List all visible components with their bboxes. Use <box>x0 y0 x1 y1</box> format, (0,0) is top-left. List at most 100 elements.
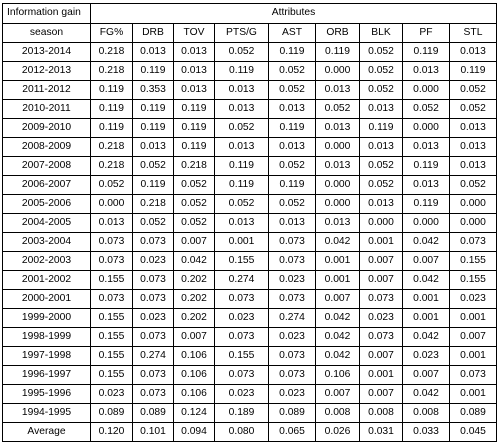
value-cell: 0.007 <box>402 251 450 271</box>
season-cell: 2011-2012 <box>2 80 91 100</box>
value-cell: 0.052 <box>359 42 403 62</box>
value-cell: 0.001 <box>402 308 450 328</box>
value-cell: 0.023 <box>132 251 174 271</box>
value-cell: 0.007 <box>449 327 497 347</box>
season-cell: Average <box>2 422 91 442</box>
value-cell: 0.008 <box>359 403 403 423</box>
column-header: PTS/G <box>214 23 269 43</box>
value-cell: 0.001 <box>359 232 403 252</box>
value-cell: 0.073 <box>268 232 316 252</box>
value-cell: 0.023 <box>214 384 269 404</box>
value-cell: 0.000 <box>315 194 360 214</box>
value-cell: 0.073 <box>90 289 133 309</box>
value-cell: 0.052 <box>132 156 174 176</box>
value-cell: 0.001 <box>449 346 497 366</box>
value-cell: 0.000 <box>315 137 360 157</box>
value-cell: 0.001 <box>315 251 360 271</box>
value-cell: 0.023 <box>214 308 269 328</box>
value-cell: 0.073 <box>449 232 497 252</box>
value-cell: 0.106 <box>173 346 215 366</box>
value-cell: 0.052 <box>214 42 269 62</box>
value-cell: 0.073 <box>268 251 316 271</box>
table-row: 2013-2014 0.218 0.013 0.013 0.052 0.119 0.119 0… <box>2 42 497 62</box>
value-cell: 0.155 <box>214 251 269 271</box>
value-cell: 0.119 <box>268 42 316 62</box>
table-row: 2006-2007 0.052 0.119 0.052 0.119 0.119 0.000 0… <box>2 175 497 195</box>
value-cell: 0.013 <box>214 80 269 100</box>
value-cell: 0.106 <box>173 365 215 385</box>
value-cell: 0.013 <box>90 213 133 233</box>
table-row: 2010-2011 0.119 0.119 0.119 0.013 0.013 0.052 0… <box>2 99 497 119</box>
season-cell: 1998-1999 <box>2 327 91 347</box>
table-row: 1995-1996 0.023 0.073 0.106 0.023 0.023 0.007 0… <box>2 384 497 404</box>
value-cell: 0.000 <box>359 213 403 233</box>
value-cell: 0.023 <box>132 308 174 328</box>
column-header: STL <box>449 23 497 43</box>
value-cell: 0.001 <box>449 384 497 404</box>
value-cell: 0.073 <box>132 289 174 309</box>
table-row: 1994-1995 0.089 0.089 0.124 0.189 0.089 0.008 0… <box>2 403 497 423</box>
table-body: 2013-2014 0.218 0.013 0.013 0.052 0.119 0.119 0… <box>2 42 497 442</box>
table-row: 1997-1998 0.155 0.274 0.106 0.155 0.073 0.042 0… <box>2 346 497 366</box>
value-cell: 0.001 <box>402 289 450 309</box>
value-cell: 0.119 <box>132 175 174 195</box>
value-cell: 0.013 <box>402 61 450 81</box>
value-cell: 0.001 <box>359 365 403 385</box>
value-cell: 0.155 <box>449 270 497 290</box>
value-cell: 0.218 <box>132 194 174 214</box>
value-cell: 0.119 <box>268 175 316 195</box>
column-header: AST <box>268 23 316 43</box>
table-row: 2008-2009 0.218 0.013 0.119 0.013 0.013 0.000 0… <box>2 137 497 157</box>
value-cell: 0.013 <box>359 99 403 119</box>
table-row: 1998-1999 0.155 0.073 0.007 0.073 0.023 0.042 0… <box>2 327 497 347</box>
value-cell: 0.218 <box>90 137 133 157</box>
season-cell: 2009-2010 <box>2 118 91 138</box>
season-cell: 1995-1996 <box>2 384 91 404</box>
value-cell: 0.119 <box>173 99 215 119</box>
table-column-header-row: season FG% DRB TOV PTS/G AST ORB BLK PF STL <box>2 23 497 43</box>
value-cell: 0.013 <box>315 156 360 176</box>
value-cell: 0.000 <box>90 194 133 214</box>
value-cell: 0.031 <box>359 422 403 442</box>
season-cell: 2000-2001 <box>2 289 91 309</box>
season-cell: 1997-1998 <box>2 346 91 366</box>
value-cell: 0.007 <box>359 384 403 404</box>
value-cell: 0.119 <box>90 99 133 119</box>
value-cell: 0.023 <box>268 327 316 347</box>
value-cell: 0.042 <box>315 346 360 366</box>
value-cell: 0.007 <box>173 232 215 252</box>
value-cell: 0.013 <box>402 137 450 157</box>
information-gain-table: Information gain Attributes season FG% DR… <box>2 3 497 442</box>
value-cell: 0.106 <box>173 384 215 404</box>
value-cell: 0.052 <box>315 99 360 119</box>
value-cell: 0.073 <box>449 365 497 385</box>
value-cell: 0.155 <box>90 365 133 385</box>
value-cell: 0.000 <box>315 175 360 195</box>
value-cell: 0.023 <box>449 289 497 309</box>
value-cell: 0.119 <box>132 61 174 81</box>
value-cell: 0.073 <box>214 327 269 347</box>
value-cell: 0.120 <box>90 422 133 442</box>
value-cell: 0.119 <box>402 194 450 214</box>
table-row: 2003-2004 0.073 0.073 0.007 0.001 0.073 0.042 0… <box>2 232 497 252</box>
table-row: 2004-2005 0.013 0.052 0.052 0.013 0.013 0.013 0… <box>2 213 497 233</box>
value-cell: 0.202 <box>173 270 215 290</box>
value-cell: 0.119 <box>449 61 497 81</box>
value-cell: 0.013 <box>402 175 450 195</box>
value-cell: 0.000 <box>449 213 497 233</box>
column-header: TOV <box>173 23 215 43</box>
season-cell: 2004-2005 <box>2 213 91 233</box>
value-cell: 0.119 <box>173 137 215 157</box>
value-cell: 0.119 <box>214 156 269 176</box>
value-cell: 0.042 <box>315 232 360 252</box>
value-cell: 0.013 <box>449 42 497 62</box>
value-cell: 0.119 <box>315 42 360 62</box>
value-cell: 0.013 <box>315 80 360 100</box>
value-cell: 0.073 <box>132 365 174 385</box>
value-cell: 0.202 <box>173 289 215 309</box>
value-cell: 0.073 <box>90 232 133 252</box>
value-cell: 0.274 <box>132 346 174 366</box>
information-gain-table-container: Information gain Attributes season FG% DR… <box>2 3 497 442</box>
value-cell: 0.052 <box>268 194 316 214</box>
value-cell: 0.052 <box>449 175 497 195</box>
